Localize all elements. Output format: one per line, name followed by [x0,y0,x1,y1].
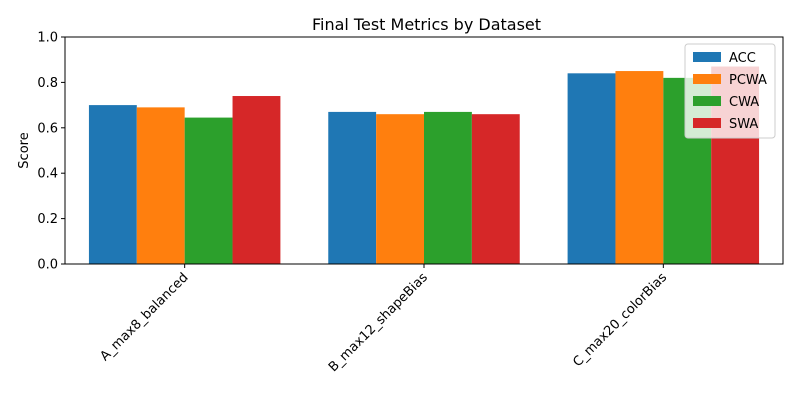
y-tick-label: 0.2 [37,212,58,227]
y-tick-label: 0.4 [37,167,58,182]
bar-swa-b_max12_shapebias [471,114,520,265]
bar-acc-a_max8_balanced [88,105,137,264]
x-tick-label: C_max20_colorBias [570,270,670,370]
bar-cwa-a_max8_balanced [184,117,233,265]
y-tick-label: 0.6 [37,121,58,136]
legend-label-acc: ACC [729,51,756,66]
legend-label-cwa: CWA [729,95,759,110]
legend-box [684,43,776,139]
y-axis-label: Score [17,132,32,168]
bar-acc-c_max20_colorbias [567,73,616,264]
legend-swatch-acc [693,52,721,62]
bar-pcwa-a_max8_balanced [136,107,185,265]
bar-pcwa-c_max20_colorbias [615,71,664,264]
y-axis: 0.0 0.2 0.4 0.6 0.8 1.0 [37,31,65,273]
y-tick-label: 0.0 [37,258,58,273]
legend-swatch-pcwa [693,74,721,84]
bar-cwa-b_max12_shapebias [424,111,472,264]
legend-label-swa: SWA [729,117,758,132]
bar-acc-b_max12_shapebias [328,111,377,264]
chart-title: Final Test Metrics by Dataset [312,15,541,34]
bar-swa-a_max8_balanced [232,96,281,265]
y-tick-label: 0.8 [37,76,58,91]
legend-swatch-swa [693,118,721,128]
legend: ACC PCWA CWA SWA [684,43,776,139]
x-tick-label: B_max12_shapeBias [326,270,431,375]
bar-pcwa-b_max12_shapebias [376,114,424,265]
bars-group [88,66,760,265]
x-tick-label: A_max8_balanced [98,270,192,364]
x-axis: A_max8_balanced B_max12_shapeBias C_max20_… [98,264,670,375]
legend-swatch-cwa [693,96,721,106]
y-tick-label: 1.0 [37,31,58,46]
legend-label-pcwa: PCWA [729,73,767,88]
